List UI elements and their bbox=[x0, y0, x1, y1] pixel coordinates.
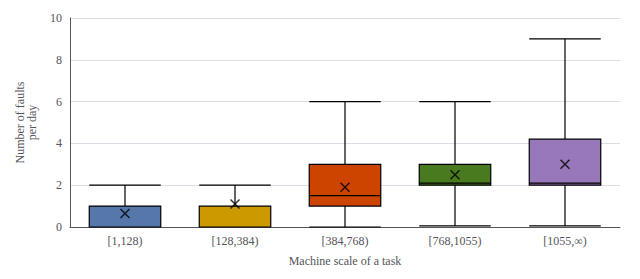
svg-text:4: 4 bbox=[56, 136, 62, 150]
svg-text:0: 0 bbox=[56, 220, 62, 234]
svg-text:per day: per day bbox=[25, 105, 39, 141]
svg-text:2: 2 bbox=[56, 178, 62, 192]
svg-text:Machine scale of a task: Machine scale of a task bbox=[289, 254, 402, 268]
svg-text:Number of faults: Number of faults bbox=[13, 81, 27, 164]
svg-text:8: 8 bbox=[56, 53, 62, 67]
svg-text:10: 10 bbox=[50, 11, 62, 25]
svg-text:[768,1055): [768,1055) bbox=[429, 234, 482, 248]
svg-text:[1,128): [1,128) bbox=[108, 234, 143, 248]
svg-text:[128,384): [128,384) bbox=[212, 234, 259, 248]
svg-text:6: 6 bbox=[56, 95, 62, 109]
svg-text:[1055,∞): [1055,∞) bbox=[543, 234, 587, 248]
svg-text:[384,768): [384,768) bbox=[322, 234, 369, 248]
